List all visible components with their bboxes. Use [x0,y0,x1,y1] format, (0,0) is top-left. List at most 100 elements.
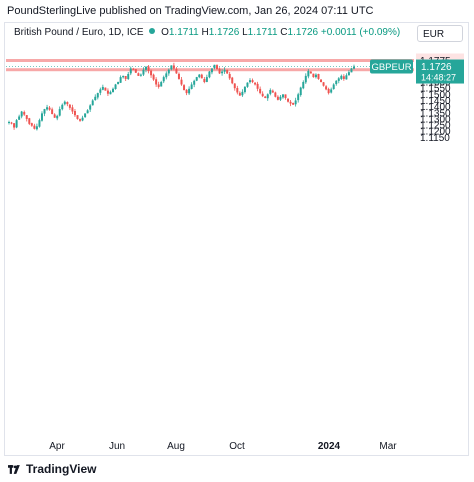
candle [25,114,28,122]
candle [172,62,175,71]
high-label: H [201,27,209,38]
candle [261,91,264,98]
candle [51,107,54,115]
candle [218,67,221,75]
candle [15,119,18,129]
candle [101,84,104,91]
candle [155,77,158,87]
candle [165,71,168,80]
candle [137,72,140,76]
candle [320,79,323,83]
candle [139,73,142,77]
y-tick-label: 1.1400 [420,102,451,113]
candle [73,108,76,117]
candle [342,74,345,81]
candle [160,80,163,87]
high-value: 1.1726 [208,27,240,38]
candle [162,75,165,84]
candle [299,86,302,97]
tradingview-logo-text: TradingView [26,462,97,476]
candle [157,81,160,89]
y-tick-label: 1.1500 [420,90,451,101]
status-dot-icon [149,28,156,34]
candle [76,115,79,120]
candle [53,113,56,118]
candle [221,69,224,76]
candle [112,87,115,93]
x-tick-label: Apr [49,441,65,452]
candle [147,65,150,74]
candle [175,67,178,74]
low-value: 1.1711 [247,27,278,38]
candle [246,82,249,88]
candle [223,67,226,74]
close-value: 1.1726 [287,27,319,38]
candle [43,108,46,117]
candle [170,65,173,71]
candle [68,103,71,110]
candle [294,97,297,107]
symbol-tag [370,59,413,74]
candle [114,83,117,90]
x-tick-label: Aug [167,441,185,452]
candle [200,73,203,79]
candle [127,72,130,80]
candle [269,88,272,96]
currency-selector[interactable]: EUR [417,25,463,42]
candle [142,67,145,77]
candle [48,105,51,111]
change-value: +0.0011 (+0.09%) [320,27,401,38]
candle [8,120,10,125]
candle [79,118,82,122]
y-tick-label: 1.1250 [420,121,451,132]
open-label: O [161,27,169,38]
candle [33,123,36,130]
candle [279,94,282,102]
tradingview-logo: TradingView [8,462,96,476]
candle [124,75,127,81]
candle [20,110,23,119]
candle [13,123,16,130]
candle [18,114,21,120]
candle [23,110,26,116]
candle [350,67,353,73]
close-label: C [280,27,288,38]
candle [94,94,97,101]
symbol-tag-label: GBPEUR [371,62,411,73]
time-axis: Apr Jun Aug Oct 2024 Mar [49,441,397,452]
candle [38,118,41,128]
candle [28,117,31,126]
candle [304,73,307,84]
candle [46,104,49,111]
low-label: L [242,27,248,38]
candle [248,78,251,84]
candle [56,114,59,121]
candle [58,106,61,117]
candle [289,99,292,107]
candle [183,84,186,91]
candle [228,71,231,80]
candle [81,115,84,122]
candle [243,86,246,94]
y-tick-label: 1.1150 [420,133,450,144]
open-value: 1.1711 [168,27,199,38]
candle [238,91,241,96]
candle [35,123,38,131]
candle [210,68,213,75]
y-tick-label: 1.1350 [420,108,451,119]
candle [40,111,43,122]
y-tick-label: 1.1450 [420,96,451,107]
y-tick-label: 1.1200 [420,127,451,138]
horizontal-levels [6,59,414,72]
candle [132,67,135,70]
candle [152,73,155,81]
x-tick-label: 2024 [318,441,341,452]
candle [307,69,310,79]
publisher-header: PoundSterlingLive published on TradingVi… [7,5,374,17]
tradingview-logo-icon [8,464,20,474]
candle [284,94,287,100]
candle [129,66,132,76]
candle [251,78,254,84]
candle [330,87,333,94]
